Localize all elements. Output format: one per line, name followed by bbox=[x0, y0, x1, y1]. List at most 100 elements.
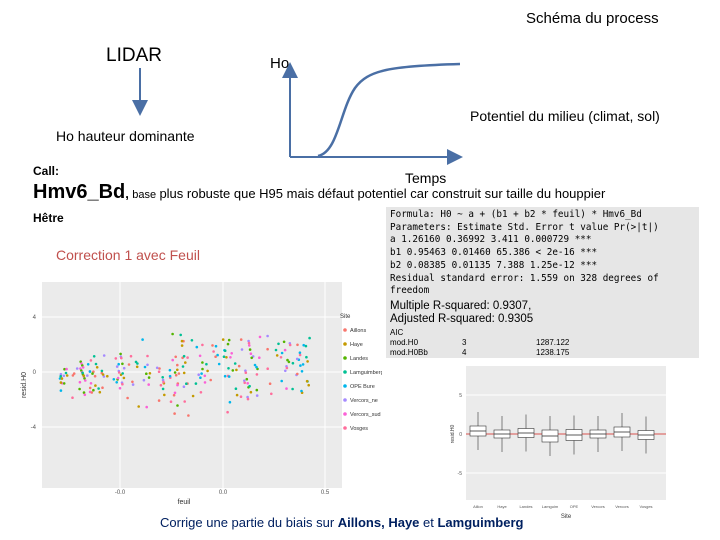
scatter-point bbox=[143, 365, 147, 369]
scatter-point bbox=[174, 355, 177, 359]
scatter-point bbox=[59, 372, 63, 376]
scatter-point bbox=[86, 374, 89, 377]
scatter-point bbox=[227, 338, 231, 342]
scatter-point bbox=[258, 356, 261, 359]
scatter-point bbox=[227, 367, 230, 370]
scatter-point bbox=[212, 350, 215, 353]
scatter-point bbox=[117, 362, 120, 366]
scatter-point bbox=[106, 374, 109, 378]
scatter-point bbox=[82, 374, 86, 378]
xtick-mid: 0.0 bbox=[219, 490, 228, 496]
scatter-point bbox=[296, 343, 299, 347]
scatter-point bbox=[274, 348, 278, 352]
scatter-point bbox=[227, 375, 231, 378]
scatter-point bbox=[89, 359, 93, 362]
ytick-bottom: -4 bbox=[31, 425, 37, 431]
scatter-point bbox=[243, 381, 246, 385]
aic-value-1: 1287.122 bbox=[536, 337, 570, 347]
scatter-point bbox=[136, 362, 139, 365]
scatter-point bbox=[155, 366, 159, 370]
scatter-point bbox=[88, 370, 92, 373]
scatter-point bbox=[78, 387, 81, 391]
scatter-point bbox=[266, 334, 269, 338]
scatter-point bbox=[304, 344, 308, 348]
aic-table: AIC mod.H0 3 1287.122 mod.H0Bb 4 1238.17… bbox=[386, 326, 699, 366]
call-label: Call: bbox=[33, 164, 60, 178]
scatter-point bbox=[222, 355, 226, 358]
legend-entry: Haye bbox=[350, 342, 363, 348]
hetre-label: Hêtre bbox=[33, 211, 64, 225]
scatter-point bbox=[83, 393, 87, 397]
row-b1: b1 0.95463 0.01460 65.386 < 2e-16 *** bbox=[390, 247, 598, 259]
scatter-point bbox=[286, 358, 289, 362]
hmv-base: base bbox=[132, 189, 157, 201]
box-ylabel: resid.H0 bbox=[450, 424, 456, 443]
scatter-point bbox=[285, 387, 288, 390]
scatter-point bbox=[173, 412, 176, 415]
scatter-point bbox=[129, 354, 133, 358]
scatter-point bbox=[201, 343, 204, 347]
scatter-point bbox=[172, 393, 176, 397]
scatter-point bbox=[147, 376, 151, 379]
scatter-point bbox=[180, 344, 184, 347]
legend-swatch bbox=[343, 426, 347, 430]
scatter-point bbox=[231, 369, 235, 372]
scatter-point bbox=[288, 343, 292, 347]
scatter-point bbox=[282, 340, 286, 344]
scatter-point bbox=[162, 380, 165, 384]
scatter-point bbox=[248, 348, 252, 351]
scatter-point bbox=[191, 394, 195, 398]
scatter-point bbox=[72, 372, 76, 375]
legend-swatch bbox=[343, 398, 347, 402]
boxplot-boxes bbox=[469, 412, 655, 456]
scatter-point bbox=[131, 380, 134, 384]
scatter-point bbox=[168, 368, 172, 372]
scatter-point bbox=[71, 396, 74, 399]
box-xtick: Vercors bbox=[591, 504, 605, 509]
formula-line: Formula: H0 ~ a + (b1 + b2 * feuil) * Hm… bbox=[390, 209, 642, 220]
scatter-point bbox=[203, 381, 207, 384]
hmv-model: Hmv6_Bd bbox=[33, 181, 126, 203]
scatter-point bbox=[185, 382, 188, 385]
scatter-point bbox=[300, 370, 304, 373]
scatter-point bbox=[255, 388, 259, 392]
scatter-point bbox=[248, 344, 251, 347]
scatter-point bbox=[93, 374, 97, 378]
scatter-point bbox=[237, 364, 241, 368]
scatter-point bbox=[240, 348, 244, 351]
slide-title: Schéma du process bbox=[526, 10, 659, 27]
scatter-point bbox=[84, 379, 87, 382]
scatter-point bbox=[102, 375, 106, 378]
sigmoid-curve bbox=[317, 62, 461, 158]
bottom-prefix: Corrige une partie du biais sur bbox=[160, 515, 338, 530]
scatter-ylabel: resid.H0 bbox=[21, 372, 28, 398]
scatter-point bbox=[239, 338, 243, 341]
aic-df-1: 3 bbox=[462, 337, 467, 347]
scatter-point bbox=[91, 372, 94, 375]
scatter-point bbox=[275, 354, 279, 357]
hmv-desc: plus robuste que H95 mais défaut potenti… bbox=[159, 186, 606, 201]
scatter-panel bbox=[42, 282, 342, 488]
scatter-point bbox=[301, 363, 305, 366]
lidar-label: LIDAR bbox=[106, 45, 162, 66]
scatter-point bbox=[233, 362, 237, 365]
box-xticks: Aillon Haye Landes Lamguim OPE Vercors Vercors… bbox=[473, 504, 652, 509]
scatter-point bbox=[270, 392, 273, 396]
scatter-point bbox=[230, 352, 233, 355]
box-xlabel: Site bbox=[561, 514, 572, 520]
scatter-point bbox=[211, 344, 214, 347]
scatter-point bbox=[81, 364, 84, 367]
scatter-point bbox=[184, 361, 187, 364]
scatter-point bbox=[246, 395, 249, 399]
scatter-point bbox=[86, 363, 90, 366]
scatter-point bbox=[308, 336, 311, 340]
legend-entry: OPE Bure bbox=[350, 384, 375, 390]
scatter-point bbox=[284, 369, 287, 373]
scatter-point bbox=[100, 369, 104, 373]
scatter-point bbox=[221, 338, 225, 341]
ytick-top: 4 bbox=[33, 315, 37, 321]
scatter-point bbox=[277, 342, 280, 346]
scatter-point bbox=[199, 376, 202, 379]
scatter-point bbox=[176, 363, 179, 367]
scatter-point bbox=[179, 333, 182, 337]
